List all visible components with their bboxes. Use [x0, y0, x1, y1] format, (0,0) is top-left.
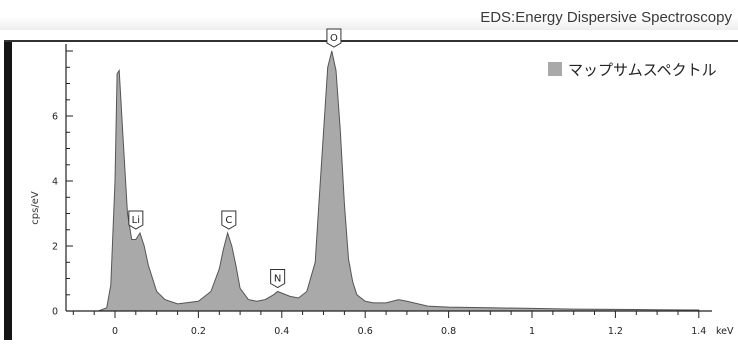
- peak-label: C: [221, 210, 237, 230]
- peak-label: O: [326, 28, 342, 48]
- peak-label: Li: [128, 210, 144, 230]
- header-band: EDS:Energy Dispersive Spectroscopy: [0, 0, 738, 30]
- peak-label-text: C: [225, 215, 232, 226]
- legend-label: マップサムスペクトル: [568, 61, 717, 79]
- x-tick-label: 0.8: [441, 326, 456, 337]
- frame-top-border: [4, 40, 738, 42]
- peak-label-box: [326, 28, 342, 48]
- y-tick-label: 4: [52, 177, 58, 188]
- axis-layer: 0 2 4 6 0 0.2 0.4 0.6 0.8 1 1.2 1.4: [52, 44, 712, 337]
- header-title: EDS:Energy Dispersive Spectroscopy: [480, 9, 732, 26]
- x-tick-label: 1.2: [608, 326, 623, 337]
- x-axis-unit: keV: [716, 326, 734, 337]
- peak-label-text: N: [274, 274, 281, 285]
- x-tick-label: 1: [529, 326, 535, 337]
- y-tick-label: 0: [52, 307, 58, 318]
- y-tick-label: 6: [52, 112, 58, 123]
- spectrum-series: [98, 50, 700, 312]
- x-tick-label: 0.2: [191, 326, 206, 337]
- peak-label-box: [128, 210, 144, 230]
- peak-label: N: [270, 269, 286, 289]
- y-tick-label: 2: [52, 242, 58, 253]
- legend-swatch: [548, 62, 562, 76]
- spectrum-layer: [98, 50, 700, 312]
- peak-label-layer: Li C N O: [128, 28, 342, 289]
- peak-label-box: [270, 269, 286, 289]
- peak-label-text: O: [330, 33, 338, 44]
- peak-label-text: Li: [132, 215, 140, 226]
- x-tick-label: 1.4: [691, 326, 706, 337]
- frame-left-border: [4, 40, 12, 340]
- x-tick-label: 0.6: [358, 326, 373, 337]
- legend: マップサムスペクトル: [548, 61, 717, 79]
- y-axis-title: cps/eV: [30, 191, 41, 225]
- x-tick-label: 0: [112, 326, 118, 337]
- peak-label-box: [221, 210, 237, 230]
- x-tick-label: 0.4: [274, 326, 289, 337]
